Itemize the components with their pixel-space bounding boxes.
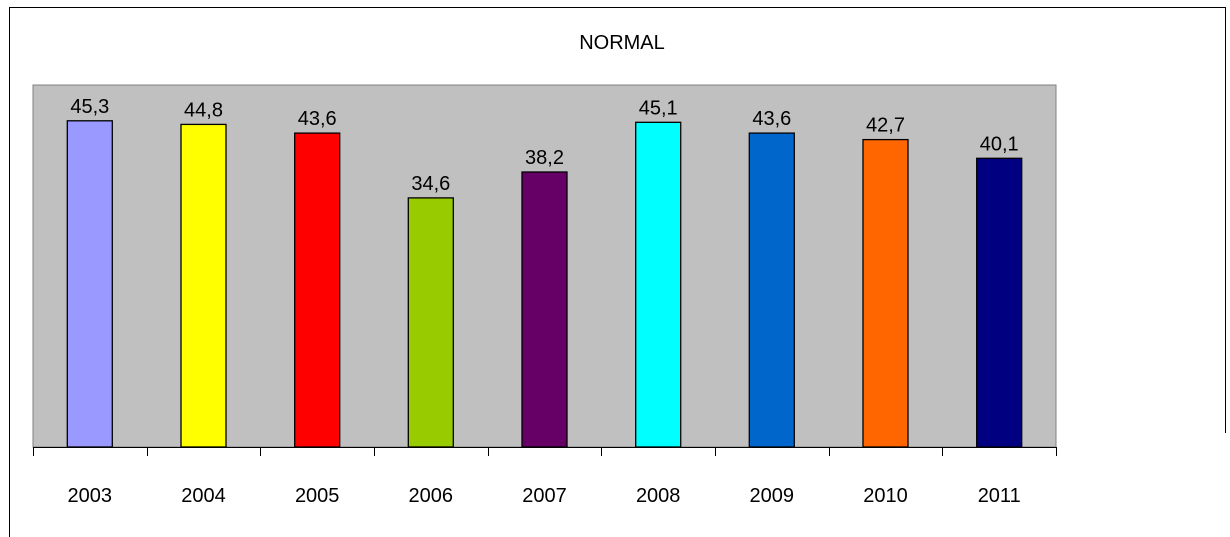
bar-2007	[521, 171, 568, 448]
x-tick-label-2006: 2006	[409, 485, 454, 507]
chart-title: NORMAL	[579, 32, 665, 54]
x-tick-label-2011: 2011	[978, 485, 1021, 507]
value-label-2010: 42,7	[866, 115, 905, 137]
x-tick-label-2003: 2003	[68, 485, 113, 507]
value-label-2011: 40,1	[980, 133, 1019, 155]
bar-2004	[180, 123, 227, 448]
x-tick-labels-group: 2003 2004 2005 2006 2007 2008 2009 2010 2011	[68, 485, 1021, 507]
value-label-2004: 44,8	[184, 99, 223, 121]
x-tick-label-2010: 2010	[863, 485, 908, 507]
x-tick-label-2008: 2008	[636, 485, 681, 507]
value-label-2008: 45,1	[639, 97, 678, 119]
bar-2009	[748, 132, 795, 448]
bar-2006	[407, 197, 454, 448]
x-ticks-group	[33, 447, 1057, 456]
x-tick-label-2007: 2007	[522, 485, 567, 507]
value-label-2003: 45,3	[70, 96, 109, 118]
bar-2003	[66, 120, 113, 448]
x-tick-label-2005: 2005	[295, 485, 340, 507]
bar-2010	[862, 138, 909, 448]
value-label-2009: 43,6	[752, 108, 791, 130]
bar-2008	[635, 121, 682, 448]
x-tick-label-2009: 2009	[750, 485, 795, 507]
x-tick-label-2004: 2004	[181, 485, 226, 507]
bar-2011	[976, 157, 1023, 448]
value-label-2005: 43,6	[298, 108, 337, 130]
bars-group	[66, 120, 1023, 448]
value-label-2006: 34,6	[411, 173, 450, 195]
value-label-2007: 38,2	[525, 147, 564, 169]
bar-2005	[294, 132, 341, 448]
value-labels-group: 45,3 44,8 43,6 34,6 38,2 45,1 43,6 42,7 40,1	[70, 96, 1018, 195]
